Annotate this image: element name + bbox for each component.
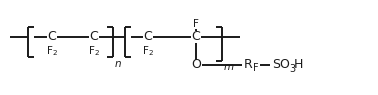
Text: F$_2$: F$_2$ xyxy=(142,44,154,58)
Text: C: C xyxy=(48,30,56,44)
Text: F$_2$: F$_2$ xyxy=(88,44,100,58)
Text: F: F xyxy=(193,19,199,29)
Text: F$_2$: F$_2$ xyxy=(46,44,58,58)
Text: F: F xyxy=(253,63,259,73)
Text: H: H xyxy=(294,59,304,72)
Text: m: m xyxy=(224,62,234,72)
Text: O: O xyxy=(191,59,201,72)
Text: R: R xyxy=(244,59,253,72)
Text: C: C xyxy=(192,30,200,44)
Text: C: C xyxy=(144,30,152,44)
Text: SO: SO xyxy=(272,59,290,72)
Text: n: n xyxy=(115,59,122,69)
Text: 3: 3 xyxy=(289,63,295,74)
Text: C: C xyxy=(90,30,98,44)
